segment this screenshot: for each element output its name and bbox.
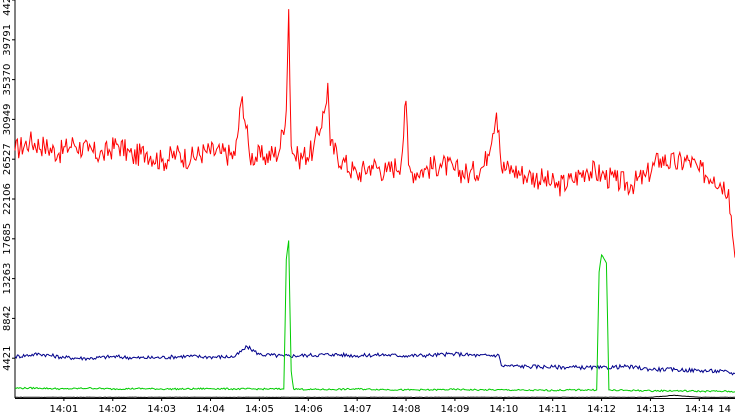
- x-tick-label: 14:07: [343, 404, 372, 415]
- series-group: [14, 9, 735, 399]
- axes: [14, 0, 735, 399]
- y-tick-label: 30949: [2, 103, 13, 135]
- series-line-1: [14, 344, 735, 376]
- x-tick-label: 14:10: [489, 404, 518, 415]
- y-tick-label: 22106: [2, 183, 13, 215]
- x-tick-label: 14:11: [538, 404, 567, 415]
- x-tick-label: 14:02: [98, 404, 127, 415]
- y-tick-label: 8842: [2, 306, 13, 331]
- y-tick-label: 35370: [2, 64, 13, 96]
- series-line-3: [14, 394, 735, 399]
- x-tick-label: 14:01: [49, 404, 78, 415]
- x-tick-label: 14:06: [294, 404, 323, 415]
- x-tick-label: 14:09: [441, 404, 470, 415]
- series-line-0: [14, 9, 735, 258]
- x-tick-label: 14:08: [392, 404, 421, 415]
- y-tick-label: 44213: [2, 0, 13, 16]
- y-tick-label: 17685: [2, 223, 13, 255]
- y-tick-label: 13263: [2, 263, 13, 295]
- x-tick-label: 14:05: [245, 404, 274, 415]
- y-tick-label: 39791: [2, 24, 13, 56]
- series-line-2: [14, 240, 735, 393]
- y-tick-label: 4421: [2, 345, 13, 370]
- y-tick-label: 26527: [2, 143, 13, 175]
- x-tick-label: 14:12: [587, 404, 616, 415]
- x-tick-label: 14:13: [636, 404, 665, 415]
- x-tick-label: 14:04: [196, 404, 225, 415]
- x-tick-label: 14:14: [685, 404, 714, 415]
- x-tick-label: 14: [718, 404, 731, 415]
- x-tick-label: 14:03: [147, 404, 176, 415]
